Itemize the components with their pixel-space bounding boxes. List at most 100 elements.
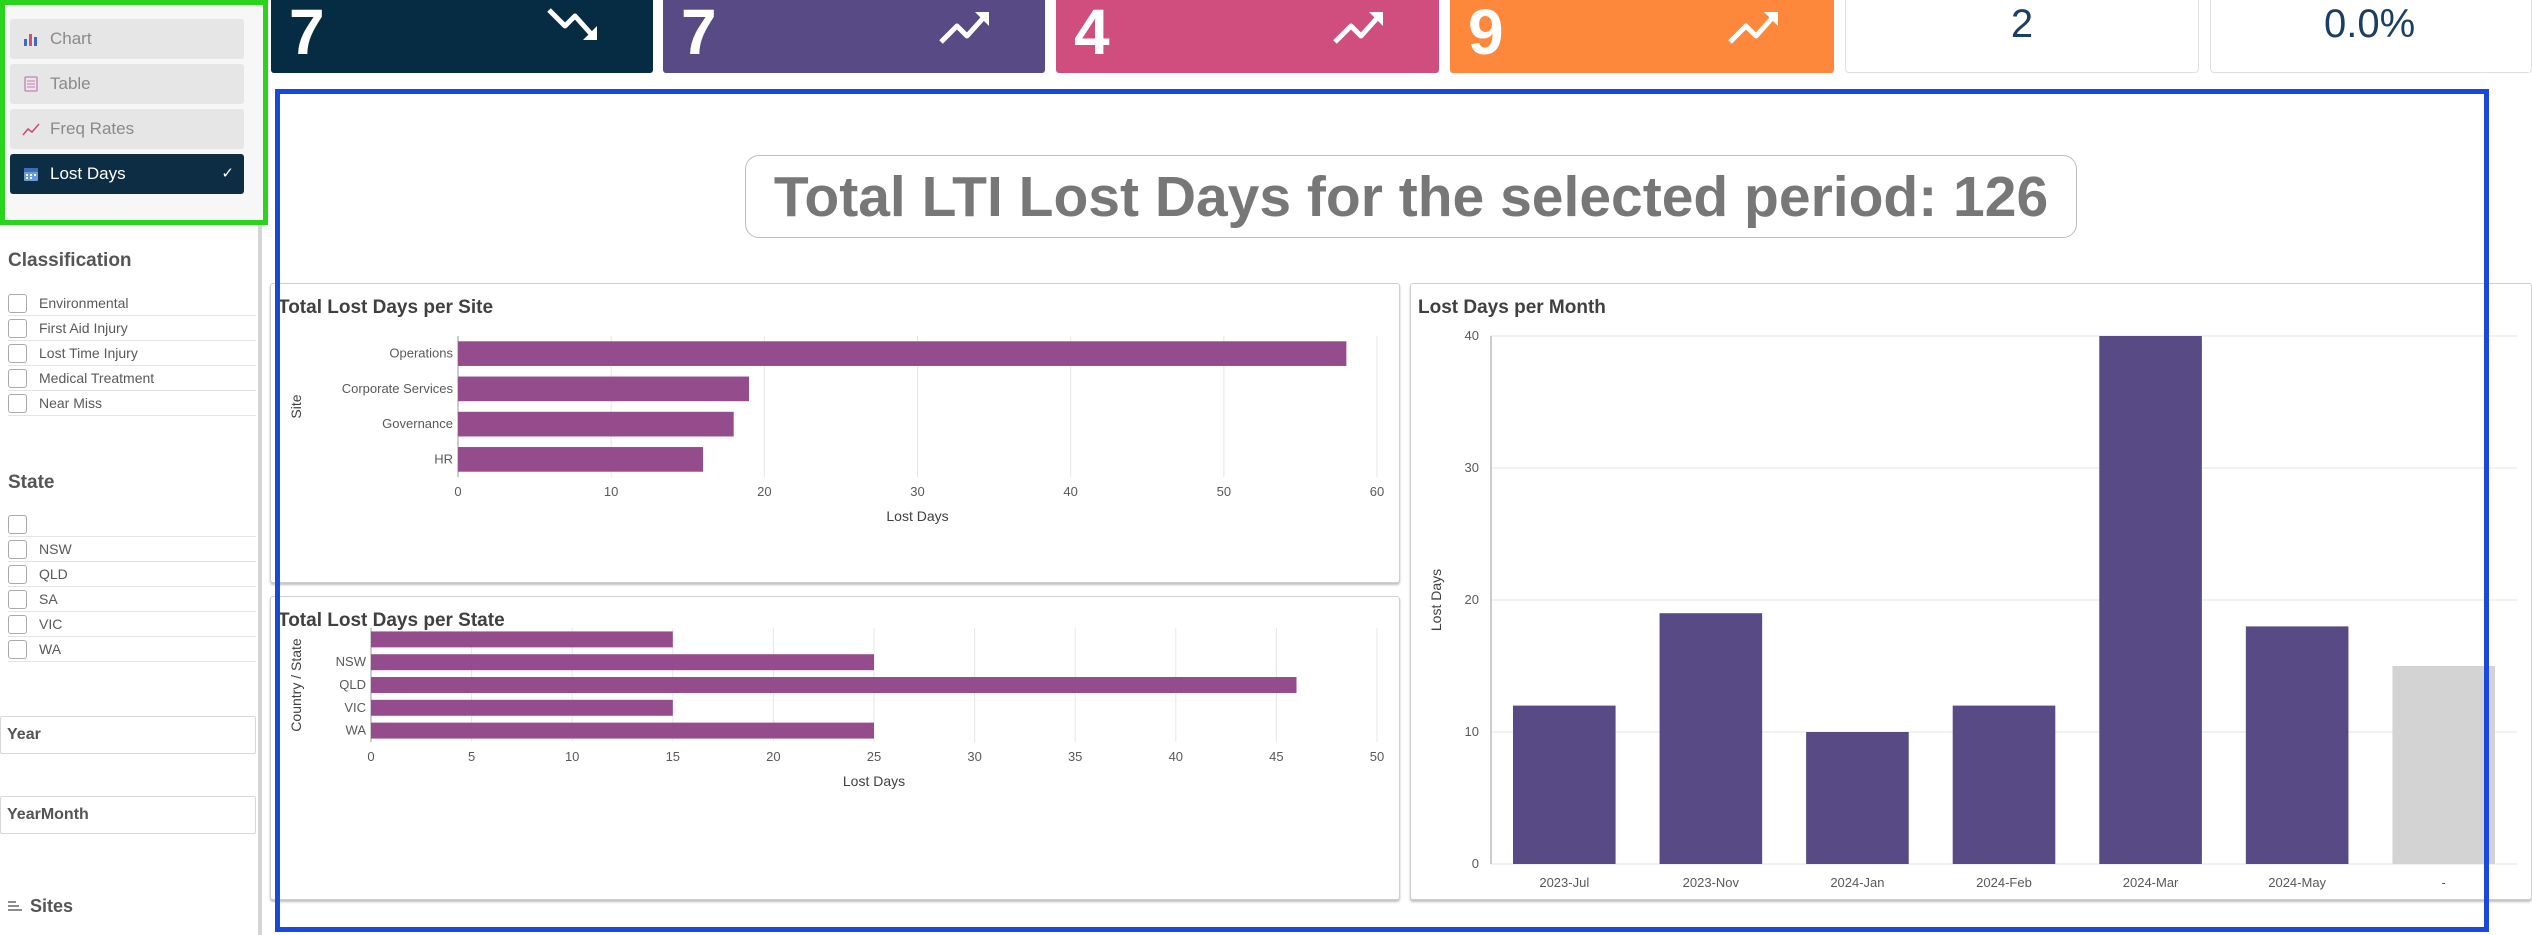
checkbox[interactable] [8,564,27,584]
bar [458,447,704,472]
year-filter[interactable]: Year [0,716,256,754]
kpi-value: 9 [1468,0,1504,68]
x-tick-label: 45 [1269,749,1283,764]
state-chart-card: Total Lost Days per State 0 5 10 15 20 25 30 35… [270,596,1400,900]
checkbox[interactable] [8,393,27,413]
checkbox[interactable] [8,318,27,338]
kpi-value: 7 [681,0,717,68]
chart-view-label: Chart [50,29,92,48]
bar [2392,666,2496,864]
checkbox[interactable] [8,589,27,609]
table-view-button[interactable]: Table [10,64,244,104]
y-axis-title: Lost Days [1428,569,1444,631]
x-tick-label: 2024-Mar [2123,875,2179,890]
bar [1806,732,1909,864]
lost-days-view-button[interactable]: Lost Days ✓ [10,154,244,194]
x-tick-label: 20 [766,749,780,764]
kpi-tile-6[interactable]: 0.0% [2210,0,2532,73]
state-title: State [8,472,55,493]
y-tick-label: HR [434,451,453,466]
state-option[interactable]: NSW [8,537,256,562]
filter-sidebar: Chart Table Freq Rates Lost Days ✓ [0,0,268,935]
bar-chart-icon [22,30,40,48]
bar [2099,336,2202,864]
y-tick-label: Corporate Services [342,381,454,396]
bar [371,654,874,671]
y-tick-label: 40 [1465,328,1479,343]
trend-down-icon [547,8,597,40]
bar [458,411,734,437]
classification-option-label: Medical Treatment [39,370,155,386]
checkbox[interactable] [8,639,27,659]
state-option[interactable]: VIC [8,612,256,637]
x-tick-label: 50 [1370,749,1384,764]
checkbox[interactable] [8,343,27,363]
state-option[interactable] [8,512,256,537]
x-tick-label: 2024-Jan [1830,875,1884,890]
classification-option-label: First Aid Injury [39,320,128,336]
month-chart-title: Lost Days per Month [1418,297,1606,318]
bar [458,376,750,402]
state-option-label: VIC [39,616,63,632]
x-tick-label: 10 [565,749,579,764]
site-bar-chart: 0 10 20 30 40 50 60 Operations Corporate Service… [288,336,1384,524]
kpi-tile-1[interactable]: 7 [271,0,653,73]
classification-option[interactable]: Near Miss [8,391,256,416]
bar [458,341,1347,366]
y-tick-label: Operations [389,346,453,361]
freq-rates-view-label: Freq Rates [50,119,135,138]
y-tick-label: WA [346,723,367,738]
view-button-group: Chart Table Freq Rates Lost Days ✓ [0,0,268,225]
state-option[interactable]: WA [8,637,256,662]
kpi-value: 4 [1074,0,1110,68]
calendar-icon [22,165,40,183]
bar [1512,705,1616,864]
kpi-value: 7 [289,0,325,68]
x-tick-label: - [2442,875,2446,890]
state-option[interactable]: QLD [8,562,256,587]
month-chart-card: Lost Days per Month 0 10 20 30 40 2023-Jul 202… [1410,283,2532,900]
classification-option[interactable]: Medical Treatment [8,366,256,391]
sites-filter[interactable]: Sites [8,896,73,917]
state-option-label: WA [39,641,62,657]
x-tick-label: 40 [1063,484,1077,499]
bar [371,631,673,648]
freq-rates-view-button[interactable]: Freq Rates [10,109,244,149]
checkbox[interactable] [8,368,27,388]
x-axis-title: Lost Days [886,508,948,524]
state-option-label: SA [39,591,58,607]
table-view-label: Table [50,74,91,93]
sites-label: Sites [30,896,74,916]
line-chart-icon [22,120,40,138]
checkbox[interactable] [8,514,27,534]
site-chart-title: Total Lost Days per Site [278,297,494,318]
classification-option-label: Environmental [39,295,129,311]
bar [1952,705,2056,864]
state-option[interactable]: SA [8,587,256,612]
x-tick-label: 20 [757,484,771,499]
trend-up-icon [939,12,989,44]
bar [371,722,874,739]
chart-view-button[interactable]: Chart [10,19,244,59]
kpi-tile-4[interactable]: 9 [1450,0,1834,73]
y-tick-label: Governance [382,416,453,431]
checkbox[interactable] [8,293,27,313]
trend-up-icon [1333,12,1383,44]
classification-option[interactable]: First Aid Injury [8,316,256,341]
classification-option[interactable]: Environmental [8,291,256,316]
y-axis-title: Country / State [288,638,304,732]
checkbox[interactable] [8,614,27,634]
kpi-tile-5[interactable]: 2 [1845,0,2199,73]
y-tick-label: 30 [1465,460,1479,475]
classification-option[interactable]: Lost Time Injury [8,341,256,366]
x-tick-label: 0 [367,749,374,764]
x-tick-label: 5 [468,749,475,764]
kpi-value: 2 [2010,2,2034,46]
yearmonth-filter[interactable]: YearMonth [0,796,256,834]
y-tick-label: NSW [336,654,367,669]
kpi-tile-2[interactable]: 7 [663,0,1045,73]
kpi-tile-3[interactable]: 4 [1056,0,1439,73]
bar [371,699,673,716]
y-tick-label: QLD [339,677,366,692]
checkbox[interactable] [8,539,27,559]
